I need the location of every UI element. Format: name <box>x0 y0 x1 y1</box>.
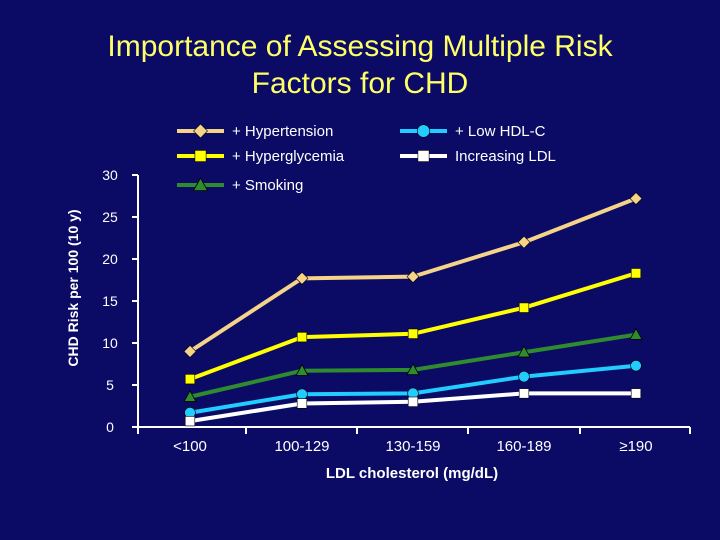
x-tick-label: 160-189 <box>496 438 551 455</box>
legend-label: + Hyperglycemia <box>232 148 345 165</box>
data-point <box>517 235 531 249</box>
legend-marker <box>416 124 431 138</box>
y-tick-label: 0 <box>106 419 114 435</box>
data-point <box>630 359 642 372</box>
legend-marker <box>194 150 207 162</box>
data-point <box>295 271 309 285</box>
chart-title-line-1: Importance of Assessing Multiple Risk <box>107 30 613 63</box>
x-tick-label: 130-159 <box>385 438 440 455</box>
data-point <box>630 388 642 399</box>
data-point <box>407 328 419 339</box>
data-point <box>629 327 643 340</box>
legend-label: + Hypertension <box>232 123 333 140</box>
x-axis-ticks: <100 100-129 130-159 160-189 ≥190 <box>137 427 691 455</box>
chart-legend: + Hypertension + Hyperglycemia + Smoking + … <box>177 123 556 194</box>
data-point <box>184 374 196 385</box>
data-point <box>406 270 420 284</box>
data-point <box>406 363 420 376</box>
data-point <box>518 388 530 399</box>
series-markers <box>183 192 643 427</box>
chart-title-line-2: Factors for CHD <box>251 67 469 100</box>
x-tick-label: <100 <box>173 438 207 455</box>
legend-label: Increasing LDL <box>455 148 556 165</box>
chart-title: Importance of Assessing Multiple Risk Fa… <box>0 28 720 102</box>
x-axis-label: LDL cholesterol (mg/dL) <box>326 465 498 482</box>
data-point <box>407 396 419 407</box>
x-tick-label: 100-129 <box>274 438 329 455</box>
data-point <box>630 268 642 279</box>
legend-marker <box>417 150 430 162</box>
x-tick-label: ≥190 <box>619 438 652 455</box>
y-tick-label: 10 <box>102 335 118 351</box>
data-point <box>629 192 643 205</box>
data-point <box>518 370 530 383</box>
legend-label: + Smoking <box>232 177 303 194</box>
data-point <box>517 345 531 358</box>
y-tick-label: 5 <box>106 377 114 393</box>
data-point <box>184 416 196 427</box>
legend-marker <box>193 123 208 139</box>
data-point <box>183 389 197 402</box>
y-axis-ticks: 0 5 10 15 20 25 30 <box>102 167 138 435</box>
y-tick-label: 15 <box>102 293 118 309</box>
y-axis-label: CHD Risk per 100 (10 y) <box>65 209 81 366</box>
legend-label: + Low HDL-C <box>455 123 546 140</box>
data-point <box>518 302 530 313</box>
y-tick-label: 25 <box>102 209 118 225</box>
data-point <box>296 398 308 409</box>
data-point <box>296 388 308 400</box>
legend-marker <box>192 177 209 192</box>
data-point <box>296 332 308 343</box>
data-point <box>183 344 197 358</box>
data-point <box>295 363 309 376</box>
y-tick-label: 20 <box>102 251 118 267</box>
y-tick-label: 30 <box>102 167 118 183</box>
